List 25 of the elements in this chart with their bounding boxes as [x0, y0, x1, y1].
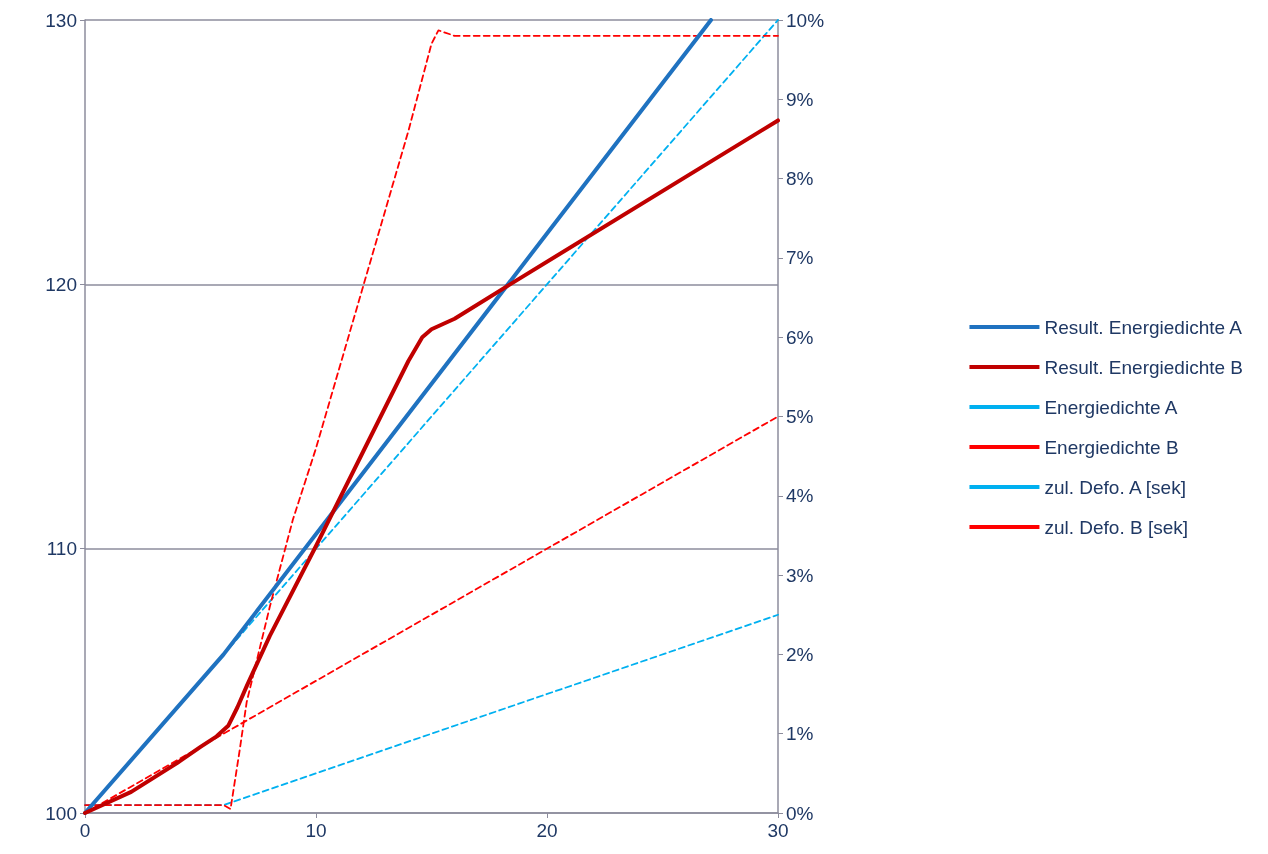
- legend-label: zul. Defo. B [sek]: [1044, 516, 1189, 538]
- y2-tick-label: 6%: [786, 326, 814, 348]
- y-tick-label: 120: [45, 273, 77, 295]
- x-tick-label: 20: [536, 820, 558, 841]
- y-tick-label: 130: [45, 9, 77, 31]
- legend-label: Energiedichte B: [1044, 436, 1179, 458]
- y2-tick-label: 3%: [786, 564, 814, 586]
- y-tick-label: 110: [46, 538, 77, 560]
- x-tick-label: 10: [305, 820, 327, 841]
- y2-tick-label: 10%: [786, 9, 825, 31]
- y2-tick-label: 0%: [786, 802, 814, 824]
- y2-tick-label: 5%: [786, 406, 814, 427]
- y2-tick-label: 2%: [786, 643, 814, 665]
- y2-tick-label: 9%: [786, 88, 814, 110]
- y2-tick-label: 8%: [786, 168, 814, 190]
- x-tick-label: 0: [79, 820, 91, 841]
- y-tick-label: 100: [45, 802, 77, 824]
- y2-tick-label: 1%: [786, 723, 814, 745]
- legend-label: Result. Energiedichte B: [1044, 356, 1244, 378]
- x-tick-label: 30: [767, 820, 789, 841]
- legend-label: zul. Defo. A [sek]: [1044, 476, 1186, 498]
- legend-label: Energiedichte A: [1044, 396, 1178, 418]
- y2-tick-label: 7%: [786, 247, 814, 269]
- legend-label: Result. Energiedichte A: [1044, 316, 1243, 338]
- y2-tick-label: 4%: [786, 485, 814, 507]
